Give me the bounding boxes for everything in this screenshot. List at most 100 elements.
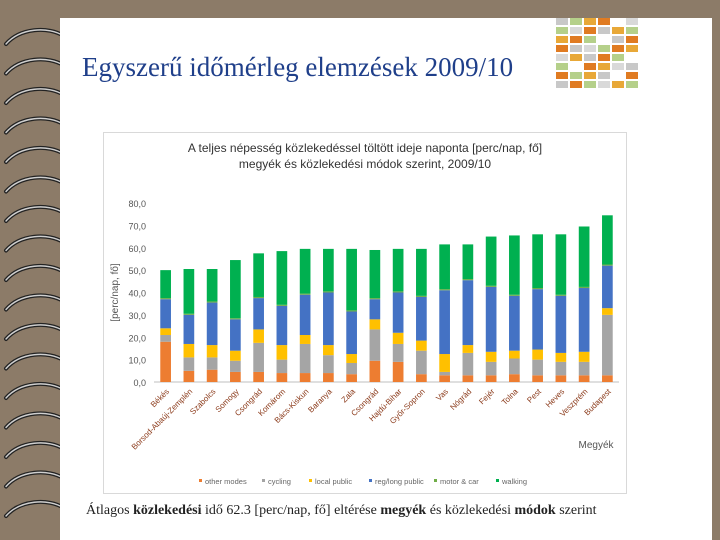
decorative-square bbox=[584, 36, 596, 43]
bar-segment bbox=[602, 215, 613, 265]
bar-segment bbox=[206, 269, 218, 302]
legend-swatch bbox=[309, 479, 312, 482]
bar-segment bbox=[532, 289, 543, 350]
bar-segment bbox=[160, 328, 171, 336]
decorative-square bbox=[570, 36, 582, 43]
bar-segment bbox=[578, 286, 590, 289]
decorative-square bbox=[584, 72, 596, 79]
bar-segment bbox=[299, 335, 311, 344]
bar-segment bbox=[392, 248, 404, 292]
footer-bold-3: módok bbox=[514, 503, 556, 518]
bar-segment bbox=[555, 295, 567, 353]
slide-footer: Átlagos közlekedési idő 62.3 [perc/nap, … bbox=[86, 503, 597, 519]
bar-segment bbox=[183, 343, 195, 358]
bar-segment bbox=[509, 358, 520, 375]
bar-segment bbox=[183, 370, 195, 382]
bar-segment bbox=[602, 308, 613, 315]
x-tick-label: Baranya bbox=[306, 387, 334, 415]
x-tick-label: Fejér bbox=[477, 387, 496, 406]
bar-segment bbox=[485, 351, 497, 362]
bar-segment bbox=[346, 248, 357, 311]
decorative-square bbox=[598, 54, 610, 61]
x-tick-label: Tolna bbox=[500, 387, 520, 407]
bar-segment bbox=[369, 329, 381, 361]
bar-segment bbox=[439, 371, 450, 376]
chart-title-line-2: megyék és közlekedési módok szerint, 200… bbox=[238, 157, 492, 171]
y-tick-label: 50,0 bbox=[128, 266, 146, 276]
y-tick-label: 0,0 bbox=[133, 378, 146, 388]
chart-title-line-1: A teljes népesség közlekedéssel töltött … bbox=[187, 141, 543, 155]
bar-segment bbox=[206, 301, 218, 303]
decorative-square bbox=[598, 63, 610, 70]
bar-segment bbox=[276, 304, 288, 306]
decorative-square bbox=[556, 45, 568, 52]
decorative-square bbox=[598, 36, 610, 43]
decorative-square bbox=[626, 45, 638, 52]
bar-segment bbox=[253, 371, 264, 382]
legend-label: cycling bbox=[268, 477, 291, 486]
bar-segment bbox=[230, 319, 241, 351]
decorative-square bbox=[612, 81, 624, 88]
bar-segment bbox=[160, 298, 171, 300]
bar-segment bbox=[299, 343, 311, 374]
bar-segment bbox=[416, 295, 427, 297]
legend-swatch bbox=[262, 479, 265, 482]
bar-segment bbox=[392, 292, 404, 333]
legend-label: motor & car bbox=[440, 477, 479, 486]
bar-segment bbox=[276, 305, 288, 346]
decorative-square bbox=[626, 63, 638, 70]
bar-segment bbox=[346, 362, 357, 375]
bar-segment bbox=[253, 296, 264, 299]
bar-segment bbox=[323, 345, 334, 356]
bar-segment bbox=[439, 354, 450, 372]
decorative-square bbox=[570, 72, 582, 79]
decorative-square bbox=[584, 45, 596, 52]
bar-segment bbox=[206, 302, 218, 346]
decorative-square bbox=[556, 18, 568, 25]
bar-segment bbox=[485, 286, 497, 352]
bar-segment bbox=[555, 361, 567, 376]
bar-segment bbox=[485, 236, 497, 286]
bar-segment bbox=[183, 314, 195, 344]
decorative-square bbox=[570, 45, 582, 52]
bar-segment bbox=[299, 248, 311, 294]
decorative-square bbox=[626, 27, 638, 34]
bar-segment bbox=[509, 294, 520, 296]
footer-text-3: és közlekedési bbox=[426, 503, 515, 518]
y-tick-label: 20,0 bbox=[128, 333, 146, 343]
bar-segment bbox=[346, 310, 357, 312]
stacked-bar-chart: 0,0 10,0 20,0 30,0 40,0 50,0 60,0 70,0 80,0 [perc… bbox=[110, 199, 619, 486]
x-tick-label: Békés bbox=[149, 387, 171, 409]
decorative-square bbox=[570, 54, 582, 61]
bar-segment bbox=[439, 289, 450, 291]
decorative-square bbox=[626, 36, 638, 43]
bar-segment bbox=[416, 350, 427, 375]
bar-segment bbox=[206, 369, 218, 382]
legend-label: reg/long public bbox=[375, 477, 424, 486]
bar-segment bbox=[160, 335, 171, 342]
bar-segment bbox=[462, 280, 474, 346]
bar-segment bbox=[555, 234, 567, 295]
bar-segment bbox=[602, 375, 613, 382]
bar-segment bbox=[578, 361, 590, 376]
y-tick-label: 70,0 bbox=[128, 221, 146, 231]
bar-segment bbox=[602, 265, 613, 309]
decorative-square bbox=[556, 54, 568, 61]
bar-segment bbox=[276, 359, 288, 374]
bar-segment bbox=[439, 290, 450, 355]
bar-segment bbox=[299, 294, 311, 336]
decorative-square bbox=[584, 18, 596, 25]
y-tick-label: 30,0 bbox=[128, 311, 146, 321]
decorative-square bbox=[584, 63, 596, 70]
bar-segment bbox=[230, 260, 241, 319]
bar-segment bbox=[392, 291, 404, 293]
bar-segment bbox=[416, 296, 427, 341]
decorative-square bbox=[556, 72, 568, 79]
bar-segment bbox=[578, 375, 590, 382]
chart-area: A teljes népesség közlekedéssel töltött … bbox=[103, 132, 627, 494]
decorative-square bbox=[584, 81, 596, 88]
bar-segment bbox=[160, 270, 171, 299]
decorative-square bbox=[570, 18, 582, 25]
bar-segment bbox=[485, 361, 497, 376]
bar-segment bbox=[485, 285, 497, 287]
